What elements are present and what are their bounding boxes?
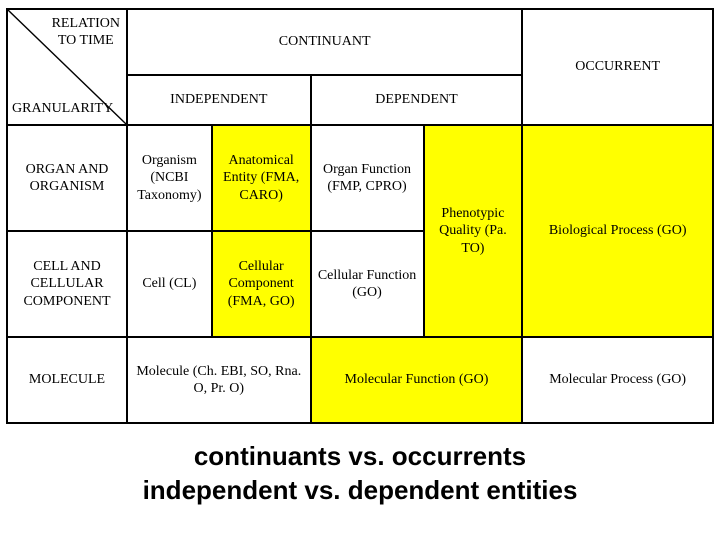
caption: continuants vs. occurrents independent v… xyxy=(6,440,714,508)
caption-line-1: continuants vs. occurrents xyxy=(194,441,526,471)
cell-biological-process: Biological Process (GO) xyxy=(522,125,713,337)
row-label-cell: CELL AND CELLULAR COMPONENT xyxy=(7,231,127,337)
dependent-header: DEPENDENT xyxy=(311,75,523,125)
cell-phenotypic-quality: Phenotypic Quality (Pa. TO) xyxy=(424,125,523,337)
cell-molecular-function: Molecular Function (GO) xyxy=(311,337,523,423)
diag-header-cell: RELATIONTO TIME GRANULARITY xyxy=(7,9,127,125)
cell-cellular-component: Cellular Component (FMA, GO) xyxy=(212,231,311,337)
cell-anatomical-entity: Anatomical Entity (FMA, CARO) xyxy=(212,125,311,231)
cell-cellular-function: Cellular Function (GO) xyxy=(311,231,424,337)
ontology-table: RELATIONTO TIME GRANULARITY CONTINUANT O… xyxy=(6,8,714,424)
row-label-molecule: MOLECULE xyxy=(7,337,127,423)
granularity-label: GRANULARITY xyxy=(12,101,113,118)
occurrent-header: OCCURRENT xyxy=(522,9,713,125)
continuant-header: CONTINUANT xyxy=(127,9,522,75)
cell-organ-function: Organ Function (FMP, CPRO) xyxy=(311,125,424,231)
cell-organism: Organism (NCBI Taxonomy) xyxy=(127,125,212,231)
independent-header: INDEPENDENT xyxy=(127,75,311,125)
cell-cell-cl: Cell (CL) xyxy=(127,231,212,337)
row-label-organ: ORGAN AND ORGANISM xyxy=(7,125,127,231)
caption-line-2: independent vs. dependent entities xyxy=(143,475,578,505)
diagram-container: RELATIONTO TIME GRANULARITY CONTINUANT O… xyxy=(0,0,720,512)
cell-molecular-process: Molecular Process (GO) xyxy=(522,337,713,423)
relation-to-time-label: RELATIONTO TIME xyxy=(52,16,120,50)
cell-molecule: Molecule (Ch. EBI, SO, Rna. O, Pr. O) xyxy=(127,337,311,423)
